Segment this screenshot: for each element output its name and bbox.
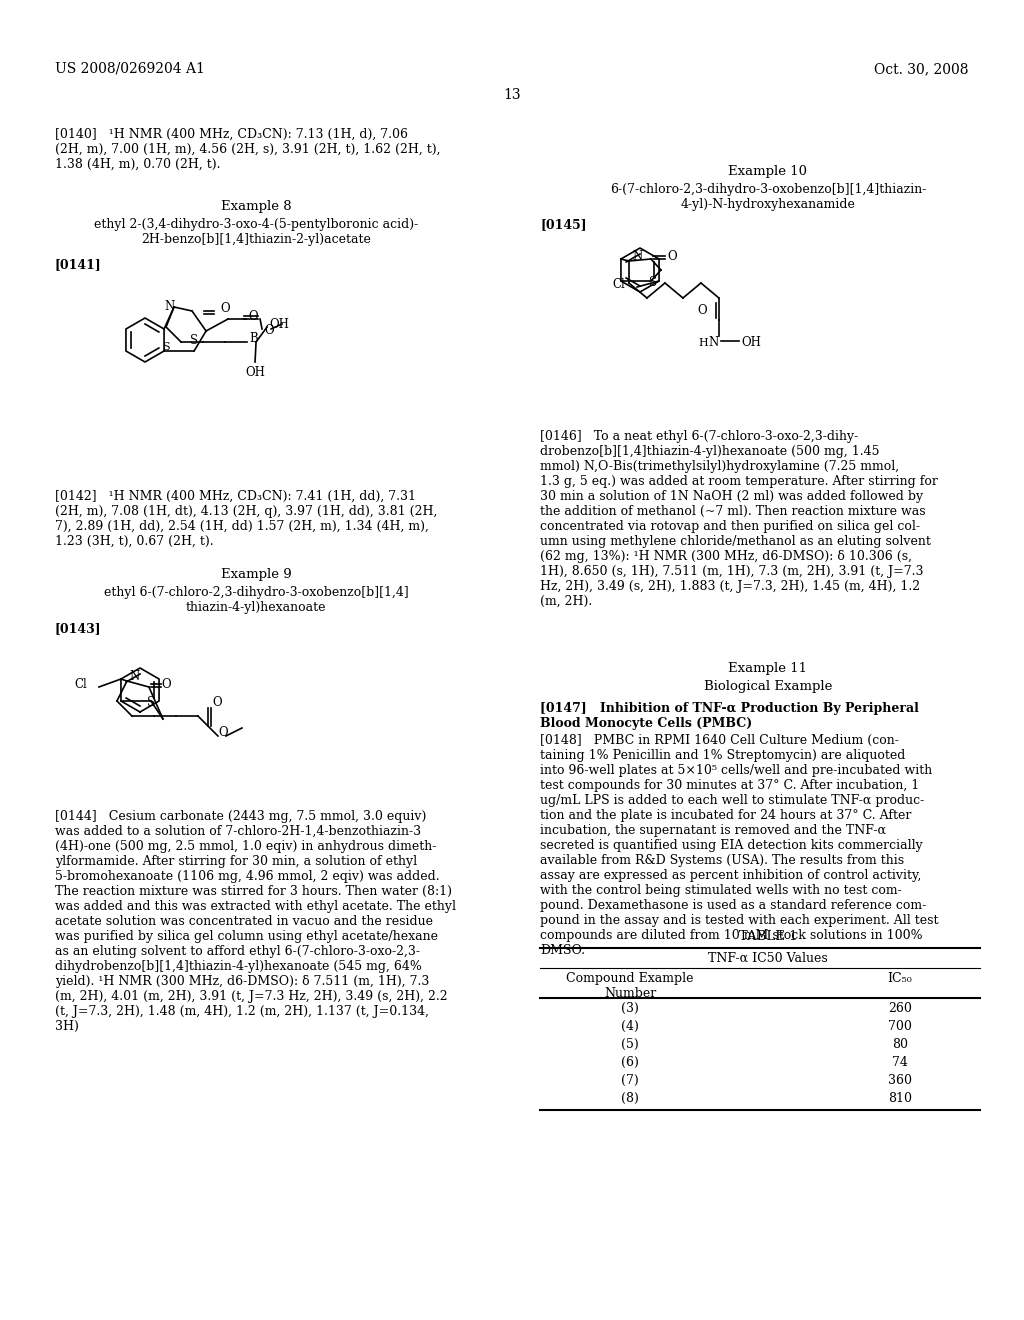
Text: US 2008/0269204 A1: US 2008/0269204 A1 [55,62,205,77]
Text: [0148]   PMBC in RPMI 1640 Cell Culture Medium (con-
taining 1% Penicillin and 1: [0148] PMBC in RPMI 1640 Cell Culture Me… [540,734,939,957]
Text: S: S [162,342,170,352]
Text: Example 8: Example 8 [221,201,291,213]
Text: 6-(7-chloro-2,3-dihydro-3-oxobenzo[b][1,4]thiazin-
4-yl)-N-hydroxyhexanamide: 6-(7-chloro-2,3-dihydro-3-oxobenzo[b][1,… [610,183,926,211]
Text: TABLE 1: TABLE 1 [738,931,798,942]
Text: B: B [249,333,258,346]
Text: Example 9: Example 9 [220,568,292,581]
Text: [0142]   ¹H NMR (400 MHz, CD₃CN): 7.41 (1H, dd), 7.31
(2H, m), 7.08 (1H, dt), 4.: [0142] ¹H NMR (400 MHz, CD₃CN): 7.41 (1H… [55,490,437,548]
Text: (8): (8) [622,1092,639,1105]
Text: Biological Example: Biological Example [703,680,833,693]
Text: O: O [161,677,171,690]
Text: O: O [248,309,258,322]
Text: O: O [212,697,221,710]
Text: (3): (3) [622,1002,639,1015]
Text: N: N [632,251,642,264]
Text: Example 10: Example 10 [728,165,808,178]
Text: S: S [146,696,155,709]
Text: (7): (7) [622,1074,639,1086]
Text: [0140]   ¹H NMR (400 MHz, CD₃CN): 7.13 (1H, d), 7.06
(2H, m), 7.00 (1H, m), 4.56: [0140] ¹H NMR (400 MHz, CD₃CN): 7.13 (1H… [55,128,440,172]
Text: OH: OH [269,318,289,330]
Text: [0146]   To a neat ethyl 6-(7-chloro-3-oxo-2,3-dihy-
drobenzo[b][1,4]thiazin-4-y: [0146] To a neat ethyl 6-(7-chloro-3-oxo… [540,430,938,609]
Text: 700: 700 [888,1020,912,1034]
Text: O: O [697,304,707,317]
Text: Oct. 30, 2008: Oct. 30, 2008 [874,62,969,77]
Text: [0144]   Cesium carbonate (2443 mg, 7.5 mmol, 3.0 equiv)
was added to a solution: [0144] Cesium carbonate (2443 mg, 7.5 mm… [55,810,456,1034]
Text: (4): (4) [622,1020,639,1034]
Text: N: N [129,671,139,684]
Text: (5): (5) [622,1038,639,1051]
Text: Cl: Cl [74,677,87,690]
Text: O: O [667,249,677,263]
Text: Cl: Cl [612,277,625,290]
Text: S: S [649,276,657,289]
Text: OH: OH [245,366,265,379]
Text: N: N [164,301,174,314]
Text: [0145]: [0145] [540,218,587,231]
Text: Compound Example
Number: Compound Example Number [566,972,693,1001]
Text: IC₅₀: IC₅₀ [888,972,912,985]
Text: 13: 13 [503,88,521,102]
Text: ethyl 6-(7-chloro-2,3-dihydro-3-oxobenzo[b][1,4]
thiazin-4-yl)hexanoate: ethyl 6-(7-chloro-2,3-dihydro-3-oxobenzo… [103,586,409,614]
Text: 260: 260 [888,1002,912,1015]
Text: 80: 80 [892,1038,908,1051]
Text: 74: 74 [892,1056,908,1069]
Text: 360: 360 [888,1074,912,1086]
Text: H: H [698,338,708,348]
Text: O: O [220,301,229,314]
Text: 810: 810 [888,1092,912,1105]
Text: TNF-α IC50 Values: TNF-α IC50 Values [709,952,827,965]
Text: [0141]: [0141] [55,257,101,271]
Text: (6): (6) [622,1056,639,1069]
Text: Example 11: Example 11 [728,663,808,675]
Text: OH: OH [741,337,761,350]
Text: [0143]: [0143] [55,622,101,635]
Text: ethyl 2-(3,4-dihydro-3-oxo-4-(5-pentylboronic acid)-
2H-benzo[b][1,4]thiazin-2-y: ethyl 2-(3,4-dihydro-3-oxo-4-(5-pentylbo… [94,218,418,246]
Text: N: N [709,337,719,350]
Text: S: S [190,334,198,347]
Text: [0147]   Inhibition of TNF-α Production By Peripheral
Blood Monocyte Cells (PMBC: [0147] Inhibition of TNF-α Production By… [540,702,919,730]
Text: O: O [218,726,227,739]
Text: O: O [264,325,273,338]
